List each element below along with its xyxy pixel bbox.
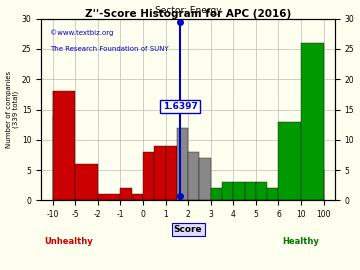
Bar — [222, 182, 233, 200]
Bar — [177, 128, 188, 200]
Bar — [211, 188, 222, 200]
Text: Healthy: Healthy — [282, 237, 319, 246]
Bar — [53, 91, 75, 200]
Bar — [98, 194, 120, 200]
Bar — [256, 182, 267, 200]
Bar — [244, 182, 256, 200]
Text: Sector: Energy: Sector: Energy — [155, 6, 221, 15]
Bar — [188, 152, 199, 200]
Bar — [75, 164, 98, 200]
Text: Unhealthy: Unhealthy — [44, 237, 93, 246]
Text: The Research Foundation of SUNY: The Research Foundation of SUNY — [50, 46, 169, 52]
Text: 1.6397: 1.6397 — [163, 102, 197, 111]
Bar — [199, 158, 211, 200]
Bar — [267, 188, 279, 200]
Title: Z''-Score Histogram for APC (2016): Z''-Score Histogram for APC (2016) — [85, 9, 291, 19]
Bar — [132, 194, 143, 200]
X-axis label: Score: Score — [174, 225, 202, 234]
Bar — [120, 188, 132, 200]
Bar — [154, 146, 166, 200]
Bar — [301, 43, 324, 200]
Text: ©www.textbiz.org: ©www.textbiz.org — [50, 30, 113, 36]
Bar — [166, 146, 177, 200]
Bar — [279, 122, 301, 200]
Bar — [233, 182, 244, 200]
Y-axis label: Number of companies
(339 total): Number of companies (339 total) — [5, 71, 19, 148]
Bar — [143, 152, 154, 200]
